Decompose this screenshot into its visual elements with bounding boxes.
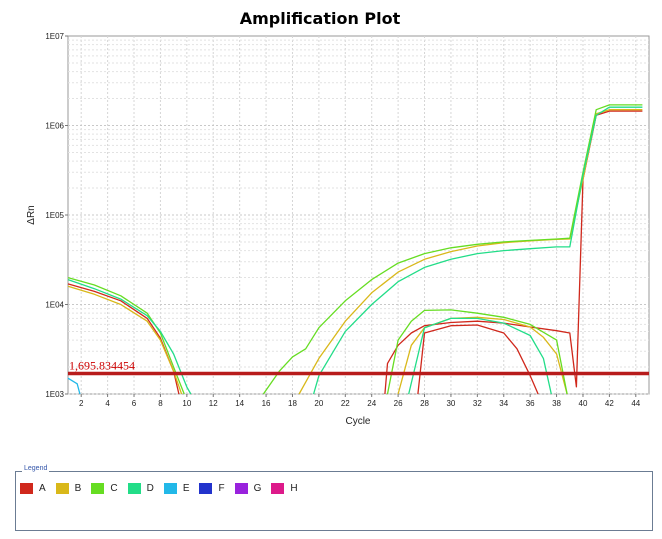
x-tick-label: 4: [105, 399, 110, 408]
legend-label: C: [110, 483, 118, 494]
x-tick-label: 2: [79, 399, 84, 408]
legend-swatch: [271, 483, 285, 494]
chart-title: Amplification Plot: [240, 9, 401, 28]
x-tick-label: 38: [552, 399, 561, 408]
legend-item-h[interactable]: H: [271, 483, 298, 494]
x-tick-label: 36: [526, 399, 535, 408]
x-tick-label: 8: [158, 399, 163, 408]
legend-swatch: [163, 483, 177, 494]
legend-swatch: [127, 483, 141, 494]
legend-item-f[interactable]: F: [199, 483, 225, 494]
series-line-b: [397, 316, 568, 395]
series-lines: [67, 104, 643, 395]
legend-items: A B C D E F G H: [20, 483, 308, 494]
amplification-chart: Amplification Plot 1,695.834454 2 4 6 8 10 12…: [26, 9, 650, 427]
x-tick-label: 34: [499, 399, 508, 408]
y-tick-label: 1E05: [45, 211, 64, 220]
series-line-d: [408, 317, 552, 395]
series-line-d: [312, 106, 643, 395]
legend-label: A: [39, 483, 46, 494]
x-axis-label: Cycle: [345, 416, 370, 427]
y-axis-label: ΔRn: [26, 205, 37, 224]
x-tick-label: 22: [341, 399, 350, 408]
legend-item-e[interactable]: E: [163, 483, 190, 494]
legend-item-c[interactable]: C: [91, 483, 118, 494]
x-tick-label: 24: [367, 399, 376, 408]
y-tick-label: 1E03: [45, 390, 64, 399]
legend-label: H: [290, 483, 298, 494]
series-line-b: [67, 285, 183, 395]
x-tick-label: 42: [605, 399, 614, 408]
series-line-c: [262, 104, 643, 395]
legend-swatch: [234, 483, 248, 494]
x-tick-label: 32: [473, 399, 482, 408]
legend-title: Legend: [22, 465, 50, 472]
x-tick-label: 30: [446, 399, 455, 408]
legend-item-a[interactable]: A: [20, 483, 46, 494]
legend-item-b[interactable]: B: [55, 483, 82, 494]
legend-swatch: [20, 483, 33, 494]
x-tick-label: 28: [420, 399, 429, 408]
y-tick-label: 1E07: [45, 32, 64, 41]
legend-label: D: [146, 483, 154, 494]
x-tick-label: 26: [394, 399, 403, 408]
legend-swatch: [91, 483, 105, 494]
y-tick-label: 1E06: [45, 122, 64, 131]
series-line-c: [386, 309, 568, 395]
y-tick-label: 1E04: [45, 301, 64, 310]
x-tick-label: 18: [288, 399, 297, 408]
x-tick-label: 40: [579, 399, 588, 408]
legend-swatch: [55, 483, 69, 494]
x-tick-label: 12: [209, 399, 218, 408]
legend-label: G: [253, 483, 262, 494]
legend-label: B: [74, 483, 82, 494]
series-line-a: [417, 324, 539, 395]
x-tick-label: 20: [314, 399, 323, 408]
legend-box: [15, 471, 653, 531]
grid: [68, 36, 649, 395]
x-tick-label: 6: [132, 399, 137, 408]
legend-swatch: [199, 483, 213, 494]
legend-item-d[interactable]: D: [127, 483, 154, 494]
series-line-c: [67, 276, 185, 395]
x-tick-label: 14: [235, 399, 244, 408]
legend-label: E: [182, 483, 190, 494]
legend-label: F: [218, 483, 225, 494]
x-tick-label: 16: [262, 399, 271, 408]
axes: 2 4 6 8 10 12 14 16 18 20 22 24 26 28 30 32 34 36 38 40 42 44…: [45, 32, 640, 408]
legend-item-g[interactable]: G: [234, 483, 262, 494]
threshold-label: 1,695.834454: [69, 358, 135, 372]
series-line-d: [67, 278, 192, 395]
x-tick-label: 44: [631, 399, 640, 408]
series-line-e: [67, 377, 81, 395]
threshold[interactable]: 1,695.834454: [68, 358, 649, 376]
x-tick-label: 10: [182, 399, 191, 408]
